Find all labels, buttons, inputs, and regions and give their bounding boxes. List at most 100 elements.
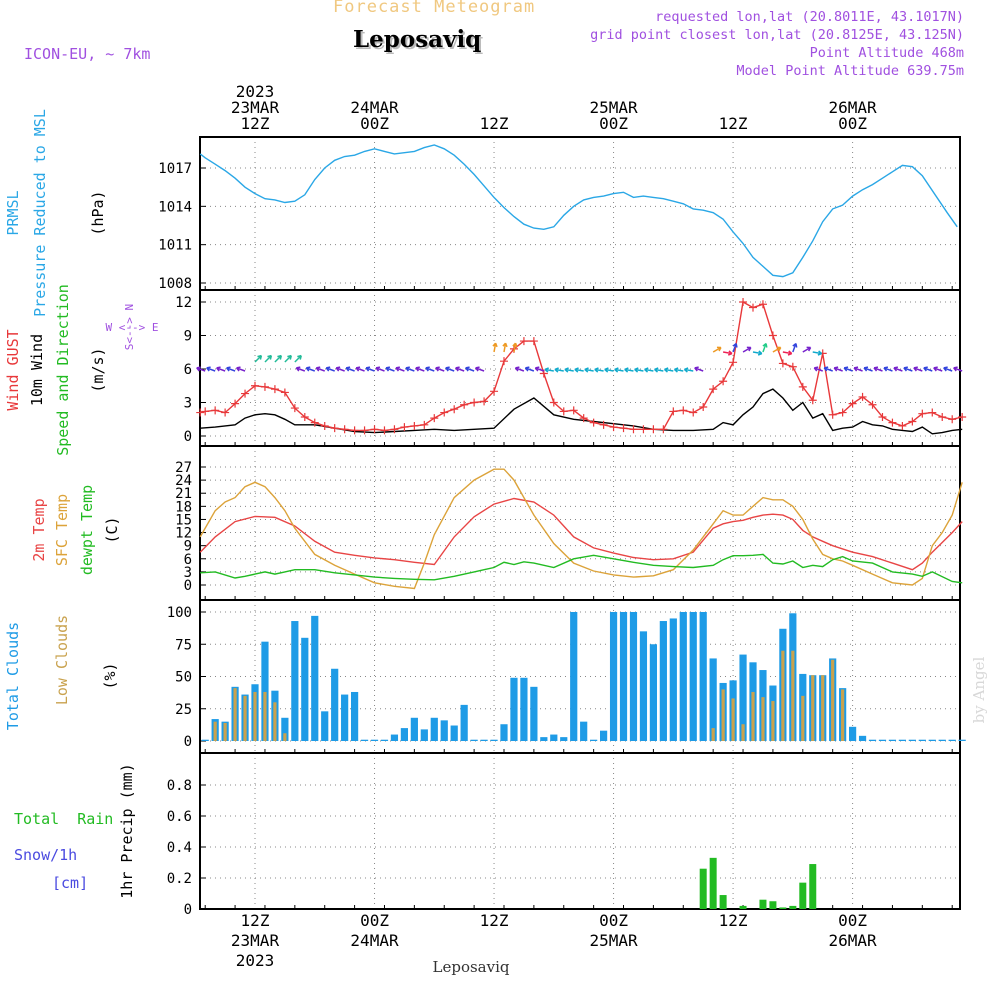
- time-label-bottom: 26MAR: [829, 931, 878, 950]
- total-cloud-bar: [709, 658, 717, 741]
- total-cloud-bar: [540, 737, 548, 741]
- total-cloud-bar: [370, 739, 379, 741]
- gust-marker: [848, 399, 857, 408]
- wind-arrow-head: [863, 366, 869, 372]
- wind-arrow-head: [335, 366, 341, 372]
- wind-arrow-head: [564, 367, 569, 373]
- wind-arrow-head: [913, 366, 918, 372]
- rain-bar: [739, 905, 747, 909]
- wind-arrow-head: [492, 342, 498, 348]
- wind-arrow: [873, 367, 883, 372]
- y-tick-label: 25: [175, 702, 192, 718]
- y-tick-label: 0.8: [167, 778, 192, 794]
- gust-marker: [330, 424, 339, 433]
- rain-bar: [769, 901, 777, 909]
- footer-location: Leposaviq: [433, 958, 510, 976]
- time-label-bottom: 2023: [236, 951, 275, 970]
- wind-arrow-head: [226, 366, 231, 372]
- wind-arrow: [684, 368, 694, 372]
- temp-line-sfc: [199, 468, 963, 590]
- wind-arrow-head: [235, 366, 241, 372]
- wind-arrow-head: [267, 354, 273, 360]
- total-cloud-bar: [201, 739, 209, 741]
- pressure-line: [199, 144, 958, 278]
- gust-marker: [420, 420, 429, 429]
- panel-label: Snow/1h: [14, 846, 77, 864]
- wind-arrow: [345, 367, 355, 372]
- wind-arrow-head: [512, 342, 518, 348]
- wind-arrow: [206, 367, 216, 372]
- wind-arrow: [515, 367, 525, 372]
- panel-precip: 0 0.2 0.4 0.6 0.8: [167, 752, 961, 918]
- gust-marker: [549, 398, 558, 407]
- time-label-top: 00Z: [360, 114, 389, 133]
- time-label-bottom: 12Z: [241, 911, 270, 930]
- gust-marker: [828, 410, 837, 419]
- total-cloud-bar: [470, 739, 478, 741]
- gust-marker: [569, 406, 578, 415]
- low-cloud-bar: [263, 691, 267, 741]
- wind-arrow: [634, 368, 644, 372]
- panel-label: 10m Wind: [28, 334, 46, 406]
- wind-arrow-head: [584, 367, 589, 373]
- total-cloud-bar: [281, 717, 289, 741]
- wind-arrow-head: [732, 342, 738, 348]
- total-cloud-bar: [530, 686, 538, 741]
- gust-marker: [470, 398, 479, 407]
- wind-arrow-head: [395, 366, 401, 372]
- wind-arrow-head: [325, 366, 331, 372]
- wind-direction-arrows: [196, 342, 963, 373]
- wind-arrow-head: [295, 366, 301, 372]
- y-tick-label: 3: [184, 396, 192, 412]
- wind-arrow-head: [534, 366, 540, 372]
- total-cloud-bar: [380, 739, 389, 741]
- y-tick-label: 1014: [158, 199, 192, 215]
- gust-marker: [500, 357, 508, 366]
- wind-arrow-head: [727, 350, 733, 356]
- gust-marker: [280, 388, 289, 397]
- wind-arrow-head: [574, 367, 579, 373]
- total-cloud-bar: [689, 612, 697, 741]
- wind-arrow-head: [683, 367, 689, 373]
- total-cloud-bar: [450, 725, 458, 741]
- wind-arrow-head: [435, 366, 440, 372]
- y-tick-label: 9: [184, 329, 192, 345]
- wind-arrow-head: [776, 346, 782, 352]
- y-tick-label: 50: [175, 670, 192, 686]
- gust-marker: [390, 425, 399, 434]
- wind-arrow-head: [644, 367, 649, 373]
- wind-arrow-head: [873, 366, 879, 372]
- time-label-top: 00Z: [838, 114, 867, 133]
- wind-arrow: [823, 367, 833, 372]
- wind-arrow: [365, 367, 375, 372]
- low-cloud-bar: [243, 695, 247, 741]
- wind-arrow-head: [594, 367, 599, 373]
- point-altitude: Point Altitude 468m: [809, 45, 964, 61]
- wind-compass: W <--> ES<--> N: [106, 304, 159, 350]
- wind-arrow: [355, 367, 365, 372]
- panel-unit: (hPa): [89, 190, 107, 235]
- time-label-top: 12Z: [241, 114, 270, 133]
- low-cloud-bar: [821, 675, 825, 741]
- total-cloud-bar: [420, 729, 428, 741]
- wind-arrow: [415, 367, 425, 372]
- wind-arrow-head: [355, 366, 361, 372]
- wind-arrow: [644, 368, 654, 372]
- gust-marker: [380, 426, 389, 435]
- time-label-bottom: 23MAR: [231, 931, 280, 950]
- panel-frame: [199, 752, 961, 910]
- low-cloud-bar: [283, 733, 287, 741]
- wind-arrow: [535, 367, 545, 372]
- wind-arrow-head: [514, 366, 520, 372]
- y-tick-label: 0: [184, 734, 192, 750]
- total-cloud-bar: [410, 717, 418, 741]
- wind-arrow: [196, 367, 206, 372]
- total-cloud-bar: [480, 739, 488, 741]
- gust-marker: [709, 385, 718, 394]
- time-label-top: 25MAR: [589, 98, 638, 117]
- requested-coordinates: requested lon,lat (20.8011E, 43.1017N): [655, 9, 964, 25]
- y-tick-label: 100: [167, 605, 192, 621]
- gust-marker: [310, 418, 319, 427]
- low-cloud-bar: [223, 722, 227, 741]
- time-label-bottom: 12Z: [480, 911, 509, 930]
